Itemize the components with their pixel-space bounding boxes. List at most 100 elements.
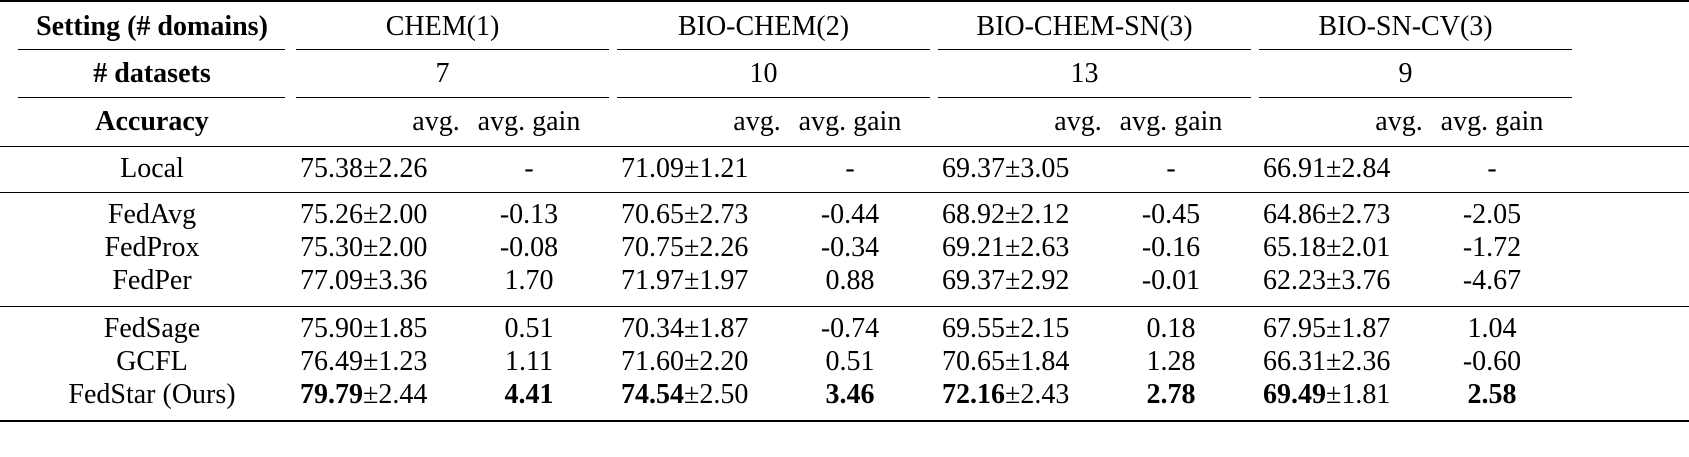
gain-subheader: avg. gain [477, 106, 581, 137]
avg-std: 2.20 [699, 346, 749, 377]
avg-mean: 75.26 [300, 199, 363, 230]
avg-std: 1.97 [699, 265, 749, 296]
gain-value: 3.46 [825, 379, 875, 410]
gain-value: 0.88 [825, 265, 875, 296]
gain-value: - [845, 153, 855, 184]
avg-std: 2.44 [378, 379, 428, 410]
group-title: CHEM(1) [385, 11, 500, 42]
avg-value: 69.49±1.81 [1263, 379, 1390, 411]
avg-mean: 76.49 [300, 346, 363, 377]
gain-value: 1.70 [504, 265, 554, 296]
avg-std: 2.12 [1020, 199, 1070, 230]
avg-std: 2.50 [699, 379, 749, 410]
avg-std: 2.26 [699, 232, 749, 263]
plus-minus: ± [363, 346, 379, 377]
gain-value: -0.34 [820, 232, 880, 263]
avg-std: 2.43 [1020, 379, 1070, 410]
avg-mean: 67.95 [1263, 313, 1326, 344]
avg-value: 77.09±3.36 [300, 265, 427, 297]
gain-value: -0.16 [1141, 232, 1201, 263]
avg-mean: 70.34 [621, 313, 684, 344]
avg-value: 66.31±2.36 [1263, 346, 1390, 378]
avg-value: 79.79±2.44 [300, 379, 427, 411]
plus-minus: ± [1326, 313, 1342, 344]
avg-std: 2.73 [699, 199, 749, 230]
plus-minus: ± [363, 232, 379, 263]
avg-std: 3.76 [1341, 265, 1391, 296]
avg-value: 75.90±1.85 [300, 313, 427, 345]
rule-left-1 [18, 49, 285, 50]
avg-mean: 72.16 [942, 379, 1005, 410]
avg-mean: 75.90 [300, 313, 363, 344]
plus-minus: ± [363, 199, 379, 230]
group-rule [296, 97, 609, 98]
avg-mean: 71.97 [621, 265, 684, 296]
avg-value: 70.75±2.26 [621, 232, 748, 264]
gain-value: 4.41 [504, 379, 554, 410]
avg-mean: 71.09 [621, 153, 684, 184]
avg-value: 66.91±2.84 [1263, 153, 1390, 185]
plus-minus: ± [1326, 379, 1342, 410]
avg-std: 2.26 [378, 153, 428, 184]
group-rule [938, 49, 1251, 50]
gain-value: 0.51 [504, 313, 554, 344]
group-title: BIO-SN-CV(3) [1318, 11, 1493, 42]
method-name: FedAvg [107, 199, 197, 230]
avg-value: 75.38±2.26 [300, 153, 427, 185]
avg-std: 1.81 [1341, 379, 1391, 410]
avg-mean: 68.92 [942, 199, 1005, 230]
plus-minus: ± [1326, 232, 1342, 263]
plus-minus: ± [363, 313, 379, 344]
setting-header: Setting (# domains) [36, 11, 268, 42]
plus-minus: ± [684, 153, 700, 184]
avg-value: 69.21±2.63 [942, 232, 1069, 264]
avg-std: 2.63 [1020, 232, 1070, 263]
gain-value: -4.67 [1462, 265, 1522, 296]
avg-value: 71.60±2.20 [621, 346, 748, 378]
avg-value: 70.65±2.73 [621, 199, 748, 231]
avg-std: 1.85 [378, 313, 428, 344]
gain-value: 1.11 [505, 346, 553, 377]
plus-minus: ± [363, 379, 379, 410]
avg-value: 68.92±2.12 [942, 199, 1069, 231]
method-name: FedProx [104, 232, 200, 263]
plus-minus: ± [684, 379, 700, 410]
avg-mean: 64.86 [1263, 199, 1326, 230]
avg-mean: 79.79 [300, 379, 363, 410]
method-name: Local [120, 153, 184, 184]
avg-mean: 77.09 [300, 265, 363, 296]
plus-minus: ± [1326, 199, 1342, 230]
plus-minus: ± [1005, 313, 1021, 344]
avg-value: 64.86±2.73 [1263, 199, 1390, 231]
avg-std: 1.23 [378, 346, 428, 377]
gain-value: -0.45 [1141, 199, 1201, 230]
group-rule [1259, 49, 1572, 50]
accuracy-header: Accuracy [95, 106, 209, 137]
gain-value: -0.01 [1141, 265, 1201, 296]
avg-value: 70.65±1.84 [942, 346, 1069, 378]
plus-minus: ± [684, 346, 700, 377]
plus-minus: ± [1005, 265, 1021, 296]
avg-value: 67.95±1.87 [1263, 313, 1390, 345]
avg-std: 1.87 [1341, 313, 1391, 344]
avg-value: 69.37±3.05 [942, 153, 1069, 185]
avg-value: 69.37±2.92 [942, 265, 1069, 297]
plus-minus: ± [1005, 153, 1021, 184]
group-title: BIO-CHEM(2) [677, 11, 850, 42]
group-rule [296, 49, 609, 50]
datasets-header: # datasets [93, 58, 211, 89]
plus-minus: ± [1326, 153, 1342, 184]
top-rule [0, 0, 1689, 2]
group-rule [938, 97, 1251, 98]
group-datasets: 7 [435, 58, 450, 89]
avg-std: 2.00 [378, 199, 428, 230]
plus-minus: ± [1326, 346, 1342, 377]
plus-minus: ± [363, 265, 379, 296]
avg-std: 1.84 [1020, 346, 1070, 377]
gain-value: -0.08 [499, 232, 559, 263]
plus-minus: ± [1326, 265, 1342, 296]
avg-std: 2.00 [378, 232, 428, 263]
avg-mean: 74.54 [621, 379, 684, 410]
avg-subheader: avg. [1375, 106, 1423, 137]
group-datasets: 9 [1398, 58, 1413, 89]
